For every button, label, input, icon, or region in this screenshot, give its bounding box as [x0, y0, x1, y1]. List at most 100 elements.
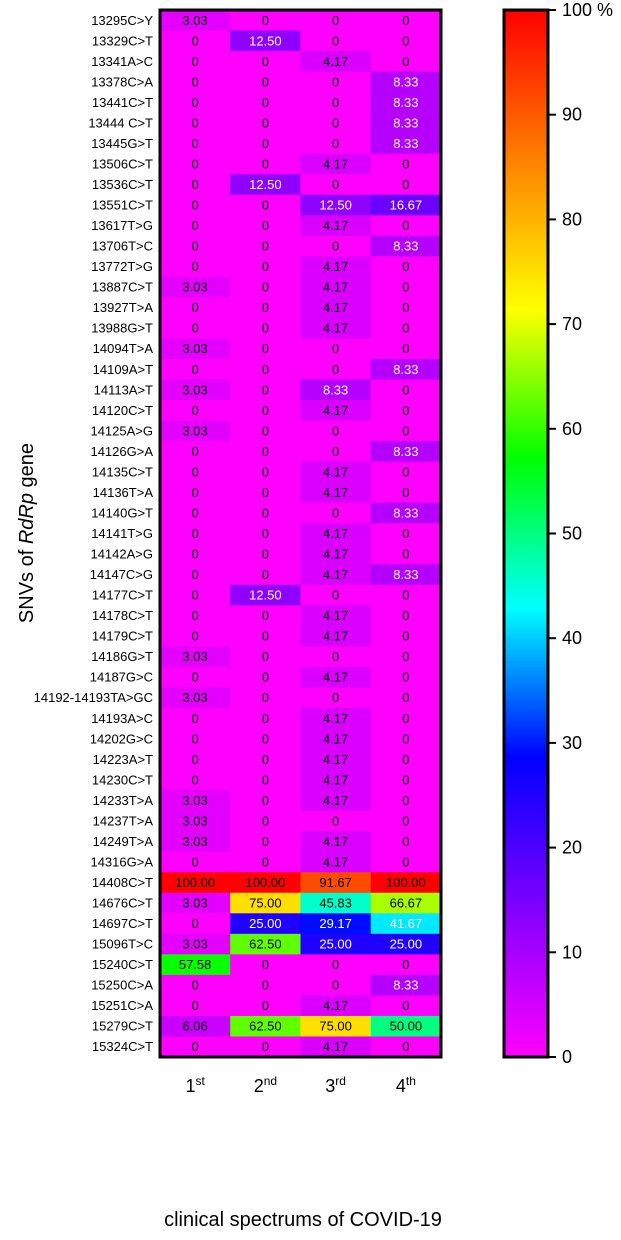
row-label: 14697C>T — [92, 916, 153, 931]
heatmap-cell — [160, 379, 231, 401]
row-label: 13295C>Y — [91, 13, 153, 28]
cell-value-label: 0 — [192, 978, 199, 993]
heatmap-cell — [230, 51, 302, 73]
cell-value-label: 0 — [262, 95, 269, 110]
row-label: 13378C>A — [91, 74, 153, 89]
cell-value-label: 62.50 — [249, 937, 282, 952]
heatmap-cell — [230, 666, 302, 689]
heatmap-cell — [160, 482, 231, 504]
row-label: 14193A>C — [91, 711, 153, 726]
heatmap-cell — [230, 1036, 302, 1058]
cell-value-label: 8.33 — [393, 115, 418, 130]
heatmap-cell — [230, 71, 302, 93]
cell-value-label: 29.17 — [319, 916, 352, 931]
cell-value-label: 25.00 — [390, 937, 423, 952]
cell-value-label: 0 — [402, 423, 409, 438]
cell-value-label: 4.17 — [323, 300, 348, 315]
heatmap-cell — [300, 625, 372, 648]
cell-value-label: 0 — [192, 608, 199, 623]
cell-value-label: 0 — [332, 341, 339, 356]
heatmap-cell — [160, 400, 231, 422]
heatmap-cell — [300, 810, 372, 832]
cell-value-label: 0 — [332, 74, 339, 89]
row-labels: 13295C>Y 13329C>T 13341A>C 13378C>A 13441C>T… — [34, 13, 154, 1054]
cell-value-label: 0 — [402, 526, 409, 541]
heatmap-cell — [300, 831, 372, 853]
heatmap-cell — [370, 831, 442, 853]
cell-value-label: 3.03 — [182, 423, 207, 438]
heatmap-cell — [230, 420, 302, 442]
cell-value-label: 4.17 — [323, 608, 348, 623]
heatmap-cell — [370, 317, 442, 340]
heatmap-cell — [300, 30, 372, 52]
heatmap-cell — [230, 276, 302, 299]
row-label: 14109A>T — [93, 362, 153, 377]
heatmap-cell — [370, 1015, 442, 1038]
heatmap-cell — [160, 995, 231, 1017]
heatmap-cell — [300, 92, 372, 114]
heatmap-cell — [230, 564, 302, 586]
heatmap-cell — [370, 30, 442, 52]
cell-value-label: 100.00 — [175, 875, 215, 890]
cell-value-label: 4.17 — [323, 321, 348, 336]
heatmap-cell — [300, 728, 372, 750]
heatmap-cell — [160, 666, 231, 689]
x-axis-title: clinical spectrums of COVID-19 — [164, 1209, 442, 1231]
row-label: 13445G>T — [91, 136, 153, 151]
cell-value-label: 0 — [192, 731, 199, 746]
heatmap-cell — [160, 872, 231, 894]
cell-value-label: 0 — [402, 998, 409, 1013]
heatmap-cell — [370, 933, 442, 955]
heatmap-cell — [370, 790, 442, 812]
cell-value-label: 4.17 — [323, 485, 348, 500]
heatmap-cell — [160, 112, 231, 134]
cell-value-label: 0 — [402, 854, 409, 869]
cell-value-label: 0 — [262, 13, 269, 28]
cell-value-label: 0 — [262, 464, 269, 479]
cell-value-label: 0 — [402, 177, 409, 192]
cell-value-label: 12.50 — [249, 33, 282, 48]
cell-value-label: 0 — [262, 239, 269, 254]
cell-value-label: 0 — [402, 464, 409, 479]
row-label: 14316G>A — [90, 854, 153, 869]
cell-value-label: 0 — [402, 156, 409, 171]
heatmap-cell — [370, 338, 442, 360]
heatmap-cell — [300, 1015, 372, 1038]
cell-value-label: 0 — [332, 239, 339, 254]
cell-value-label: 4.17 — [323, 629, 348, 644]
cell-value-label: 0 — [402, 280, 409, 295]
cell-value-label: 0 — [262, 629, 269, 644]
heatmap-cell — [370, 276, 442, 299]
heatmap-cell — [300, 482, 372, 504]
cell-value-label: 0 — [332, 136, 339, 151]
cell-value-label: 0 — [192, 444, 199, 459]
cell-value-label: 4.17 — [323, 752, 348, 767]
heatmap-cell — [230, 749, 302, 771]
cell-value-label: 4.17 — [323, 547, 348, 562]
cell-value-label: 3.03 — [182, 649, 207, 664]
colorbar-tick-label: 40 — [562, 628, 582, 648]
heatmap-cell — [160, 790, 231, 812]
row-label: 14223A>T — [93, 752, 153, 767]
cell-value-label: 8.33 — [393, 978, 418, 993]
heatmap-cell — [370, 482, 442, 504]
cell-value-label: 0 — [402, 259, 409, 274]
cell-value-label: 100.00 — [386, 875, 426, 890]
cell-value-label: 8.33 — [393, 136, 418, 151]
cell-value-label: 0 — [262, 218, 269, 233]
cell-value-label: 3.03 — [182, 813, 207, 828]
heatmap-cell — [370, 71, 442, 93]
heatmap-cell — [370, 1036, 442, 1058]
heatmap-cell — [300, 872, 372, 894]
heatmap-cell — [370, 810, 442, 832]
heatmap-cell — [370, 974, 442, 997]
cell-value-label: 0 — [332, 813, 339, 828]
cell-value-label: 0 — [262, 198, 269, 213]
heatmap-cell — [370, 359, 442, 381]
cell-value-label: 12.50 — [319, 198, 352, 213]
row-label: 14202G>C — [90, 731, 153, 746]
cell-value-label: 91.67 — [319, 875, 352, 890]
row-label: 15324C>T — [92, 1039, 153, 1054]
cell-value-label: 0 — [262, 485, 269, 500]
row-label: 14094T>A — [93, 341, 154, 356]
